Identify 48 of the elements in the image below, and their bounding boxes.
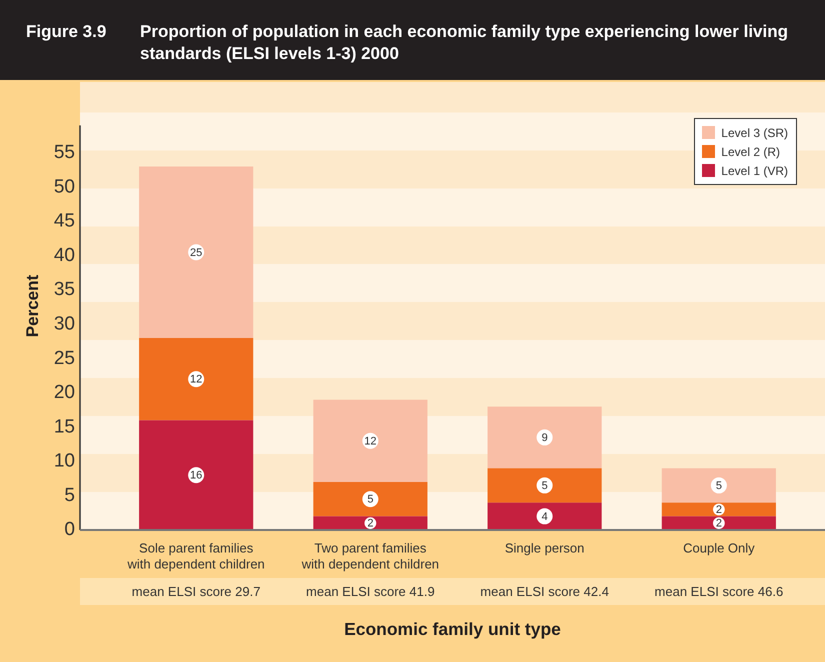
y-tick-label: 50 [54, 176, 75, 198]
y-tick-label: 5 [64, 484, 75, 506]
data-label: 2 [367, 518, 374, 530]
text: mean ELSI score 46.6 [654, 584, 784, 599]
data-label: 12 [190, 374, 202, 386]
bar [139, 338, 254, 420]
bar [139, 166, 254, 338]
text: mean ELSI score 29.7 [132, 584, 260, 599]
y-axis-title: Percent [23, 274, 43, 338]
chart-title: Figure 3.9 Proportion of population in each economic family type experiencing lower living standards (ELSI levels 1-3) 2000 [26, 22, 788, 63]
bar [313, 400, 428, 482]
x-axis-title: Economic family unit type [344, 619, 561, 639]
y-tick-label: 20 [54, 382, 75, 404]
data-label: 25 [190, 246, 202, 259]
legend-label: Level 1 (VR) [721, 164, 788, 178]
y-tick-label: 25 [54, 348, 75, 369]
x-tick-label: Single person [504, 540, 584, 556]
bar [662, 468, 776, 503]
y-tick-label: 10 [54, 450, 75, 472]
legend-label: Level 3 (SR) [721, 126, 788, 140]
y-tick-label: 35 [54, 279, 75, 300]
data-label: 9 [542, 432, 548, 444]
x-tick-label: Couple Only [683, 540, 756, 556]
data-label: 2 [716, 518, 722, 530]
y-tick-label: 30 [54, 314, 75, 335]
y-tick-label: 15 [54, 416, 75, 438]
y-tick-label: 0 [64, 519, 75, 540]
bar [139, 420, 254, 530]
text: mean ELSI score 42.4 [480, 584, 609, 599]
bar [662, 502, 776, 516]
text: mean ELSI score 41.9 [306, 584, 435, 599]
data-label: 4 [542, 510, 548, 523]
data-label: 2 [716, 504, 722, 516]
x-tick-label: Sole parent families with dependent children [126, 540, 265, 572]
data-label: 5 [716, 480, 722, 492]
y-tick-label: 55 [54, 142, 75, 164]
legend-label: Level 2 (R) [721, 144, 780, 158]
bar [488, 502, 602, 530]
data-label: 12 [364, 435, 376, 448]
bar [488, 406, 602, 468]
data-label: 5 [542, 480, 548, 492]
y-tick-label: 45 [54, 210, 75, 232]
data-label: 16 [190, 470, 202, 482]
data-label: 5 [367, 494, 374, 506]
bar [488, 468, 602, 503]
x-tick-label: Two parent families with dependent children [300, 540, 440, 572]
bar [313, 482, 428, 516]
y-tick-label: 40 [54, 244, 75, 266]
